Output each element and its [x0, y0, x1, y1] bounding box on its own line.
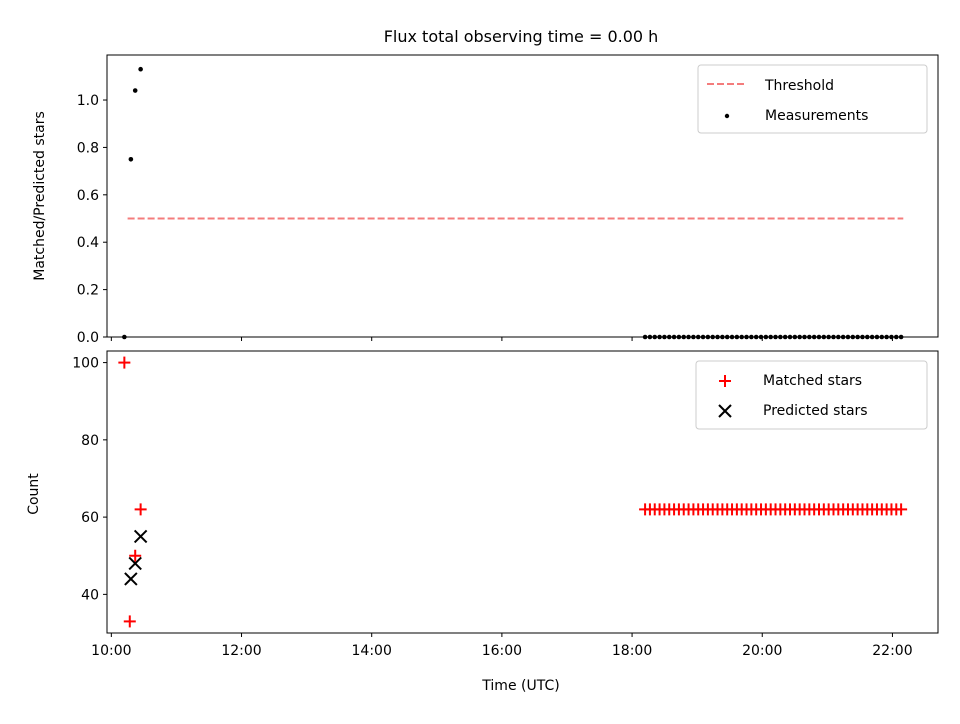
legend-matched-swatch	[719, 375, 731, 387]
predicted-point	[133, 529, 148, 544]
chart-title: Flux total observing time = 0.00 h	[384, 27, 659, 46]
top-y-axis-label: Matched/Predicted stars	[32, 111, 48, 281]
bottom-panel: 40 60 80 100 10:00 12:00 14:00 16:00 18:00 20:00…	[26, 350, 939, 694]
matched-point	[123, 615, 136, 628]
x-tick-label: 22:00	[872, 643, 912, 659]
y-tick-label: 0.2	[77, 283, 99, 299]
top-legend: Threshold Measurements	[697, 64, 928, 134]
measurement-point	[128, 156, 134, 162]
matched-point	[134, 503, 147, 516]
matched-point	[118, 356, 131, 369]
measurement-point	[132, 88, 138, 93]
legend-measurements-label: Measurements	[765, 108, 868, 124]
x-tick-label: 18:00	[612, 643, 652, 659]
bottom-legend: Matched stars Predicted stars	[695, 360, 928, 430]
y-tick-label: 0.4	[77, 235, 99, 251]
y-tick-label: 0.6	[77, 188, 99, 204]
x-tick-label: 14:00	[352, 643, 392, 659]
matched-point	[895, 503, 908, 516]
y-tick-label: 60	[81, 510, 99, 526]
x-axis-label: Time (UTC)	[481, 678, 559, 694]
y-tick-label: 0.0	[77, 330, 99, 346]
top-plot-frame	[106, 54, 939, 338]
legend-predicted-label: Predicted stars	[763, 403, 868, 419]
bottom-plot-frame	[106, 350, 939, 634]
predicted-point	[128, 556, 142, 571]
top-legend-box	[697, 64, 928, 134]
measurement-point	[138, 66, 143, 72]
legend-threshold-label: Threshold	[764, 78, 834, 94]
legend-predicted-swatch	[718, 404, 732, 418]
top-panel: 0.0 0.2 0.4 0.6 0.8 1.0 Matched/Predicted sta…	[32, 54, 939, 346]
bottom-legend-box	[695, 360, 928, 430]
x-tick-label: 20:00	[742, 643, 782, 659]
legend-measurements-swatch	[724, 113, 730, 119]
x-tick-label: 12:00	[221, 643, 261, 659]
matched-point	[129, 549, 142, 562]
y-tick-label: 0.8	[77, 140, 99, 156]
y-tick-label: 1.0	[77, 93, 99, 109]
bottom-y-axis-label: Count	[26, 473, 42, 515]
y-tick-label: 100	[72, 356, 99, 372]
legend-matched-label: Matched stars	[763, 373, 862, 389]
y-tick-label: 80	[81, 433, 99, 449]
x-tick-label: 10:00	[91, 643, 131, 659]
y-tick-label: 40	[81, 587, 99, 603]
predicted-point	[124, 572, 138, 586]
x-tick-label: 16:00	[482, 643, 522, 659]
